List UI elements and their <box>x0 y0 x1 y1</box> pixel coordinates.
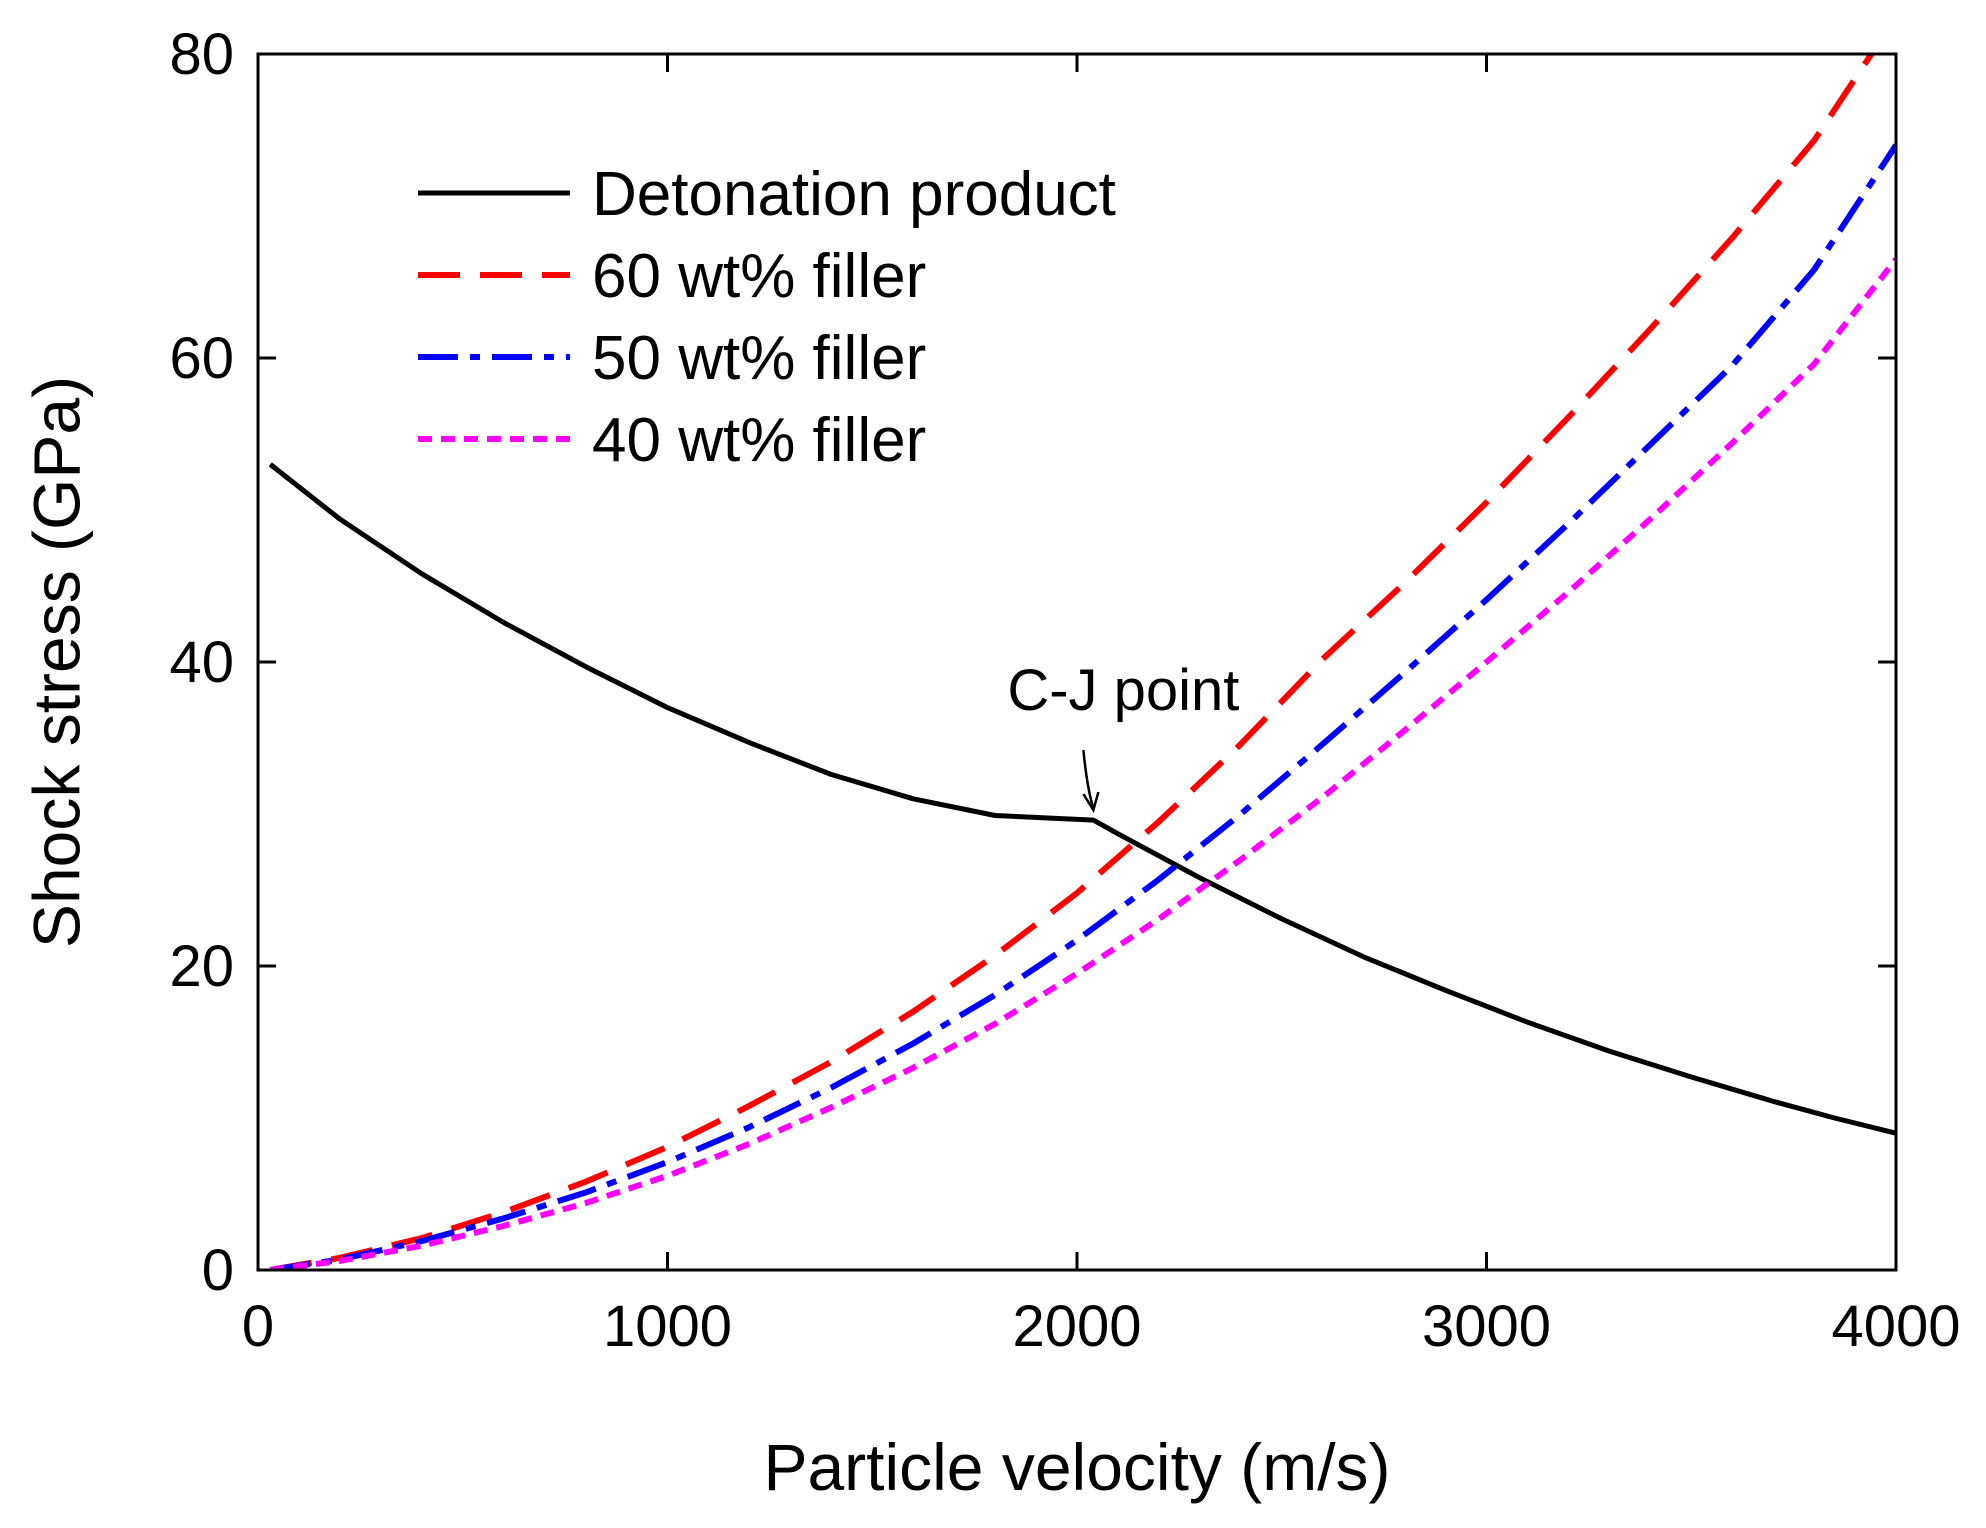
x-tick-label: 2000 <box>1012 1294 1141 1359</box>
y-tick-label: 80 <box>169 22 234 87</box>
series-line-40-wt-filler <box>269 257 1896 1270</box>
x-tick-label: 3000 <box>1422 1294 1551 1359</box>
y-tick-label: 40 <box>169 630 234 695</box>
series-curves <box>268 54 1896 1270</box>
series-line-60-wt-filler <box>269 54 1874 1270</box>
y-tick-label: 20 <box>169 934 234 999</box>
x-axis-title: Particle velocity (m/s) <box>763 1430 1390 1504</box>
annotation-label: C-J point <box>1007 658 1239 723</box>
legend-label-60-wt-filler: 60 wt% filler <box>592 242 926 311</box>
legend: Detonation product 60 wt% filler 50 wt% fi… <box>418 160 1116 475</box>
x-tick-label: 4000 <box>1831 1294 1960 1359</box>
x-tick-label: 0 <box>242 1294 274 1359</box>
annotations: C-J point <box>1007 658 1239 814</box>
y-axis-title: Shock stress (GPa) <box>19 376 93 948</box>
series-line-detonation-product <box>268 462 1896 1136</box>
legend-label-40-wt-filler: 40 wt% filler <box>592 406 926 475</box>
y-tick-label: 0 <box>202 1238 234 1303</box>
legend-label-50-wt-filler: 50 wt% filler <box>592 324 926 393</box>
axis-ticks: 0 1000 2000 3000 4000 0 20 40 60 80 <box>169 22 1960 1359</box>
y-tick-label: 60 <box>169 326 234 391</box>
annotation-arrow-head <box>1082 791 1100 814</box>
annotation-arrow-shaft <box>1082 749 1095 809</box>
legend-label-detonation-product: Detonation product <box>592 160 1116 229</box>
x-tick-label: 1000 <box>603 1294 732 1359</box>
